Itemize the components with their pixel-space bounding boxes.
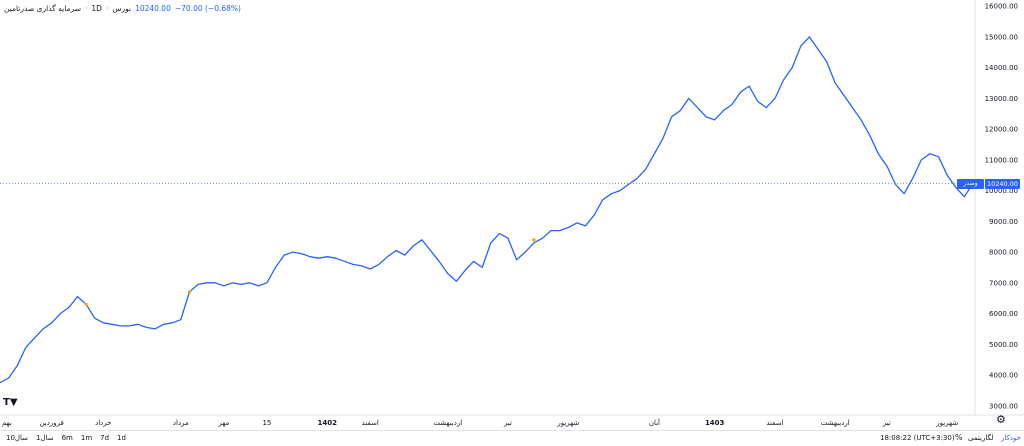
time-axis-tick-label: تیر: [882, 419, 891, 427]
exchange-label: بورس: [112, 3, 132, 13]
range-1m-button[interactable]: 1m: [80, 434, 93, 442]
price-axis-tick-label: 9000.00: [989, 218, 1018, 226]
chart-area[interactable]: 3000.00 4000.00 5000.00 6000.00 7000.00 8000.…: [0, 0, 1024, 430]
time-axis-tick-label: شهریور: [935, 419, 958, 427]
time-axis-tick-label: بهم: [2, 419, 12, 427]
time-axis-tick-label: مرداد: [173, 419, 189, 427]
header-dot: ·: [105, 3, 109, 13]
header-dot: ·: [84, 3, 88, 13]
time-axis-tick-label: 15: [262, 419, 271, 427]
last-price: 10240.00: [135, 3, 171, 13]
range-buttons: 10سال 1سال 6m 1m 7d 1d: [6, 434, 126, 442]
time-axis-tick-label: تیر: [503, 419, 512, 427]
time-axis-tick-label: اسفند: [766, 419, 783, 427]
price-axis-tick-label: 16000.00: [985, 3, 1018, 11]
time-axis-tick-label: شهریور: [556, 419, 579, 427]
price-axis-tick-label: 15000.00: [985, 33, 1018, 41]
price-axis-tick-label: 13000.00: [985, 95, 1018, 103]
price-axis-tick-label: 5000.00: [989, 341, 1018, 349]
price-axis-tick-label: 12000.00: [985, 126, 1018, 134]
tradingview-logo-icon[interactable]: T▼: [3, 397, 18, 408]
time-axis-tick-label: 1403: [705, 419, 725, 427]
time-axis-tick-label: اسفند: [362, 419, 379, 427]
range-7d-button[interactable]: 7d: [100, 434, 110, 442]
bottom-toolbar: 10سال 1سال 6m 1m 7d 1d 18:08:22 (UTC+3:3…: [0, 430, 1024, 446]
event-marker[interactable]: [84, 302, 88, 306]
gear-icon[interactable]: ⚙: [996, 413, 1006, 426]
range-1d-button[interactable]: 1d: [117, 434, 126, 442]
price-axis-tick-label: 6000.00: [989, 310, 1018, 318]
percent-toggle[interactable]: %: [955, 433, 963, 442]
price-line: [0, 36, 974, 384]
price-axis-tick-label: 11000.00: [985, 156, 1018, 164]
last-price-tag: 10240.00: [985, 179, 1020, 189]
time-axis-tick-label: خرداد: [95, 419, 111, 427]
time-axis-tick-label: فروردین: [39, 419, 63, 427]
time-axis-tick-label: 1402: [317, 419, 337, 427]
time-axis-tick-label: اردیبهشت: [433, 419, 462, 427]
price-axis-tick-label: 3000.00: [989, 402, 1018, 410]
clock-readout[interactable]: 18:08:22 (UTC+3:30): [880, 434, 955, 442]
time-axis-tick-label: مهر: [217, 419, 229, 427]
range-10y-button[interactable]: 10سال: [6, 434, 29, 442]
time-axis-tick-label: اردیبهشت: [821, 419, 850, 427]
price-axis-tick-label: 4000.00: [989, 372, 1018, 380]
price-axis-tick-label: 8000.00: [989, 249, 1018, 257]
event-marker[interactable]: [187, 290, 191, 294]
price-change: −70.00 (−0.68%): [174, 3, 241, 13]
range-1y-button[interactable]: 1سال: [36, 434, 54, 442]
price-axis-tick-label: 10000.00: [985, 187, 1018, 195]
price-axis-tick-label: 7000.00: [989, 279, 1018, 287]
interval-label[interactable]: 1D: [91, 3, 102, 13]
time-axis-tick-label: آبان: [649, 418, 661, 427]
price-axis-tick-label: 14000.00: [985, 64, 1018, 72]
symbol-title[interactable]: سرمایه گذاری صدرتامین: [4, 3, 81, 13]
toolbar-divider: [942, 434, 943, 443]
event-marker[interactable]: [532, 238, 536, 242]
symbol-tag: وصدر: [957, 179, 984, 189]
auto-toggle[interactable]: خودکار: [1001, 434, 1021, 442]
range-6m-button[interactable]: 6m: [61, 434, 73, 442]
log-toggle[interactable]: لگاریتمی: [968, 434, 994, 442]
symbol-header: سرمایه گذاری صدرتامین · 1D · بورس 10240.…: [4, 1, 241, 15]
